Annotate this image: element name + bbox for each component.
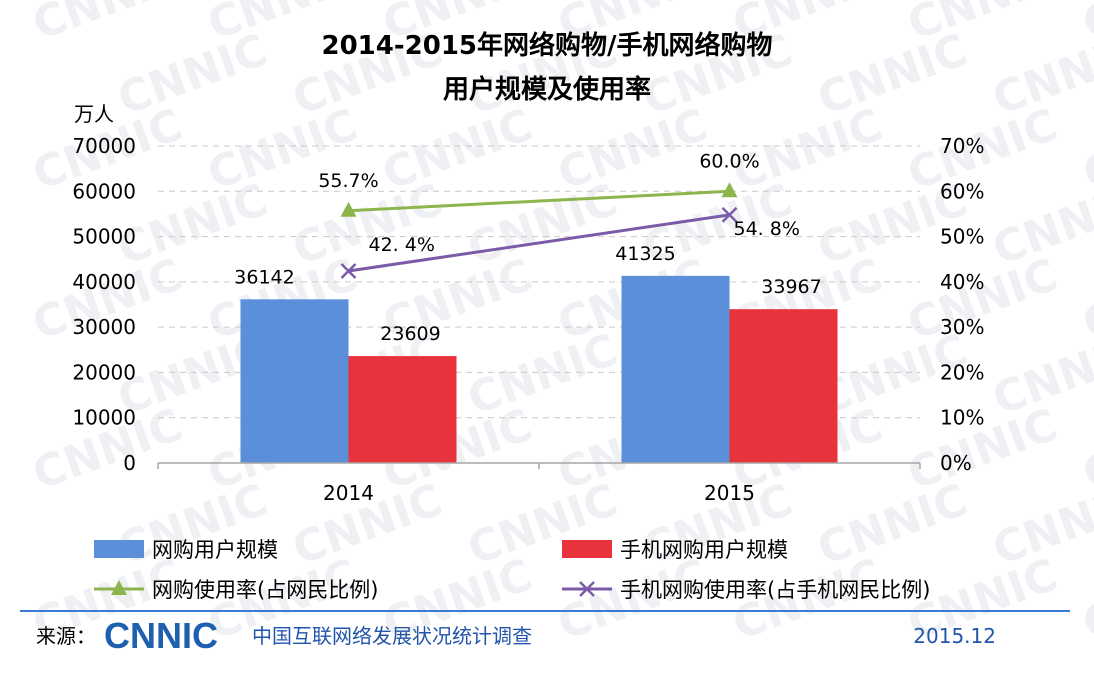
watermark-text: CNNIC	[461, 475, 624, 576]
left-tick-label: 60000	[72, 179, 136, 203]
legend-item: 网购用户规模	[94, 538, 278, 562]
legend-label: 手机网购使用率(占手机网民比例)	[620, 578, 930, 602]
bar	[621, 275, 730, 463]
triangle-marker	[721, 182, 738, 198]
legend-swatch	[94, 540, 144, 558]
legend-item: 手机网购使用率(占手机网民比例)	[562, 578, 930, 602]
chart-title-line2: 用户规模及使用率	[443, 74, 651, 105]
line-series: 55.7% 60.0% 42. 4% 54. 8%	[318, 150, 800, 279]
right-tick-label: 20%	[940, 360, 984, 384]
left-tick-label: 10000	[72, 406, 136, 430]
legend-marker	[111, 580, 127, 595]
line-data-label: 42. 4%	[369, 234, 435, 256]
right-tick-label: 30%	[940, 315, 984, 339]
legend-label: 网购用户规模	[152, 538, 278, 562]
footer-survey-name: 中国互联网络发展状况统计调查	[252, 624, 532, 648]
bar-data-label: 36142	[234, 266, 294, 288]
x-tick-label: 2014	[323, 481, 374, 505]
series-line	[348, 213, 730, 273]
bar-data-label: 23609	[380, 323, 440, 345]
left-axis-unit-label: 万人	[74, 102, 114, 126]
left-tick-label: 20000	[72, 360, 136, 384]
right-tick-label: 10%	[940, 406, 984, 430]
watermark-text: CNNIC	[1076, 550, 1094, 651]
legend-item: 网购使用率(占网民比例)	[94, 578, 378, 602]
line-data-label: 55.7%	[318, 170, 378, 192]
bar-data-label: 41325	[615, 243, 675, 265]
legend-swatch	[562, 540, 612, 558]
watermark-text: CNNIC	[1076, 250, 1094, 351]
footer-date: 2015.12	[913, 624, 996, 648]
right-tick-label: 60%	[940, 179, 984, 203]
x-marker	[340, 263, 357, 279]
watermark-text: CNNIC	[1076, 100, 1094, 201]
right-tick-label: 50%	[940, 225, 984, 249]
left-tick-label: 50000	[72, 225, 136, 249]
left-tick-label: 40000	[72, 270, 136, 294]
bar	[240, 299, 349, 463]
left-tick-label: 30000	[72, 315, 136, 339]
legend-label: 网购使用率(占网民比例)	[152, 578, 378, 602]
footer-source-label: 来源：	[36, 624, 96, 648]
bar	[348, 356, 457, 463]
left-tick-label: 70000	[72, 134, 136, 158]
series-line	[348, 189, 730, 213]
right-tick-label: 70%	[940, 134, 984, 158]
legend-item: 手机网购用户规模	[562, 538, 788, 562]
watermark-text: CNNIC	[461, 325, 624, 426]
watermark-text: CNNIC	[811, 475, 974, 576]
bar-series: 36142 41325 23609 33967	[234, 243, 838, 463]
line-data-label: 60.0%	[699, 150, 759, 172]
bar	[729, 309, 838, 463]
footer-cnnic-logo: CNNIC	[104, 615, 218, 656]
bar-data-label: 33967	[761, 276, 821, 298]
watermark-text: CNNIC	[111, 25, 274, 126]
right-tick-label: 0%	[940, 451, 972, 475]
x-marker	[721, 206, 738, 223]
right-axis-ticks: 0% 10% 20% 30% 40% 50% 60% 70%	[940, 134, 984, 475]
watermark-text: CNNIC	[461, 175, 624, 276]
line-data-label: 54. 8%	[734, 218, 800, 240]
left-tick-label: 0	[123, 451, 136, 475]
watermark-text: CNNIC	[26, 0, 189, 50]
watermark-text: CNNIC	[811, 25, 974, 126]
x-tick-label: 2015	[704, 481, 755, 505]
watermark-text: CNNIC	[1076, 400, 1094, 501]
right-tick-label: 40%	[940, 270, 984, 294]
left-axis-ticks: 0 10000 20000 30000 40000 50000 60000 70000	[72, 134, 136, 475]
chart-title-line1: 2014-2015年网络购物/手机网络购物	[321, 30, 772, 61]
triangle-marker	[340, 201, 357, 217]
x-axis: 2014 2015	[157, 462, 921, 505]
legend-label: 手机网购用户规模	[620, 538, 788, 562]
